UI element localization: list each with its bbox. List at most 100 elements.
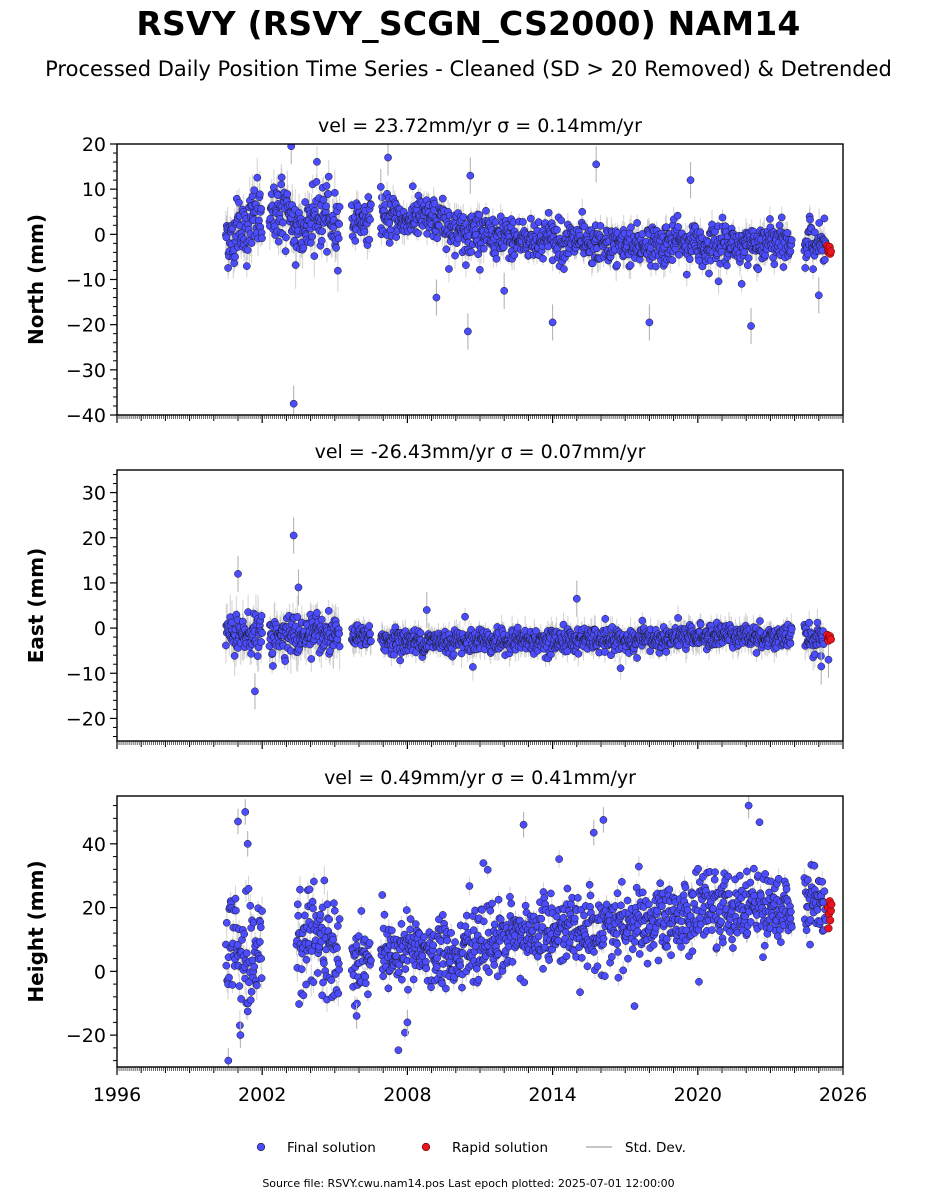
final-solution-point: [330, 188, 339, 197]
final-solution-point: [313, 608, 321, 617]
final-solution-point: [466, 171, 475, 180]
final-solution-point: [433, 234, 442, 243]
final-solution-point: [820, 214, 829, 223]
panel-north: vel = 23.72mm/yr σ = 0.14mm/yr North (mm)…: [24, 115, 844, 427]
final-solution-point: [258, 629, 266, 637]
final-solution-point: [809, 265, 817, 273]
final-solution-point: [324, 607, 333, 615]
final-solution-point: [222, 233, 231, 242]
final-solution-point: [475, 211, 484, 219]
final-solution-point: [743, 261, 752, 270]
final-solution-point: [365, 235, 374, 244]
final-solution-point: [662, 223, 671, 231]
final-solution-point: [306, 238, 315, 247]
final-solution-point: [539, 254, 547, 263]
final-solution-point: [775, 221, 784, 230]
final-solution-point: [310, 252, 319, 260]
final-solution-point: [408, 182, 417, 191]
final-solution-point: [467, 248, 475, 256]
final-solution-point: [273, 191, 282, 200]
final-solution-point: [224, 264, 232, 272]
final-solution-point: [532, 627, 540, 635]
final-solution-point: [787, 236, 796, 244]
final-solution-point: [592, 160, 601, 169]
final-solution-point: [366, 215, 374, 224]
final-solution-point: [438, 194, 447, 203]
final-solution-point: [256, 190, 264, 199]
y-tick-label: −40: [66, 405, 106, 427]
final-solution-point: [814, 291, 823, 300]
final-solution-point: [299, 243, 308, 252]
final-solution-point: [367, 637, 375, 646]
final-solution-point: [326, 647, 334, 655]
final-solution-point: [324, 172, 333, 181]
chart-subtitle: Processed Daily Position Time Series - C…: [45, 57, 892, 81]
final-solution-point: [253, 173, 262, 182]
final-solution-point: [685, 255, 694, 264]
final-solution-point: [717, 247, 726, 256]
final-solution-point: [269, 662, 277, 670]
final-solution-point: [682, 270, 691, 279]
final-solution-point: [479, 244, 488, 253]
final-solution-point: [257, 204, 266, 213]
final-solution-point: [281, 657, 289, 665]
final-solution-point: [279, 218, 287, 227]
final-solution-point: [287, 144, 296, 151]
final-solution-point: [247, 649, 256, 658]
final-solution-point: [255, 216, 263, 225]
final-solution-point: [396, 656, 404, 665]
final-solution-point: [231, 252, 239, 261]
final-solution-point: [291, 261, 300, 269]
final-solution-point: [747, 322, 755, 330]
y-axis-label: East (mm): [24, 548, 48, 664]
final-solution-point: [777, 213, 786, 222]
final-solution-point: [674, 223, 682, 231]
chart-title: RSVY (RSVY_SCGN_CS2000) NAM14: [136, 4, 801, 43]
final-solution-point: [366, 630, 374, 638]
y-tick-label: −30: [66, 360, 106, 382]
y-tick-label: −20: [66, 315, 106, 337]
final-solution-point: [247, 239, 256, 247]
final-solution-point: [451, 251, 459, 260]
final-solution-point: [323, 247, 331, 256]
final-solution-point: [414, 229, 422, 238]
final-solution-point: [500, 286, 509, 295]
final-solution-point: [737, 280, 746, 288]
final-solution-point: [293, 613, 302, 621]
final-solution-point: [360, 227, 369, 236]
final-solution-point: [281, 247, 290, 256]
final-solution-point: [335, 203, 344, 211]
y-tick-label: 0: [94, 224, 106, 246]
final-solution-point: [332, 244, 340, 252]
final-solution-point: [469, 663, 477, 671]
final-solution-point: [627, 223, 635, 232]
final-solution-point: [821, 255, 829, 264]
final-solution-point: [384, 153, 392, 162]
final-solution-point: [277, 180, 286, 189]
final-solution-point: [365, 622, 374, 630]
panel-title: vel = 23.72mm/yr σ = 0.14mm/yr: [318, 115, 642, 137]
final-solution-point: [526, 214, 535, 223]
final-solution-point: [322, 182, 331, 190]
final-solution-point: [274, 237, 283, 246]
final-solution-point: [242, 262, 251, 270]
final-solution-point: [435, 221, 443, 230]
panel-east: vel = -26.43mm/yr σ = 0.07mm/yr East (mm)…: [24, 441, 844, 749]
final-solution-point: [257, 638, 266, 646]
final-solution-point: [510, 251, 519, 260]
final-solution-point: [258, 234, 266, 243]
final-solution-point: [449, 650, 458, 659]
final-solution-point: [324, 190, 333, 198]
y-tick-label: −10: [66, 270, 106, 292]
final-solution-point: [718, 213, 727, 222]
final-solution-point: [222, 641, 230, 650]
final-solution-point: [492, 254, 501, 263]
final-solution-point: [243, 246, 252, 254]
final-solution-point: [461, 612, 469, 621]
final-solution-point: [442, 245, 451, 254]
rapid-solution-point: [826, 247, 835, 256]
final-solution-point: [351, 237, 360, 245]
final-solution-point: [253, 652, 262, 661]
final-solution-point: [334, 234, 343, 243]
